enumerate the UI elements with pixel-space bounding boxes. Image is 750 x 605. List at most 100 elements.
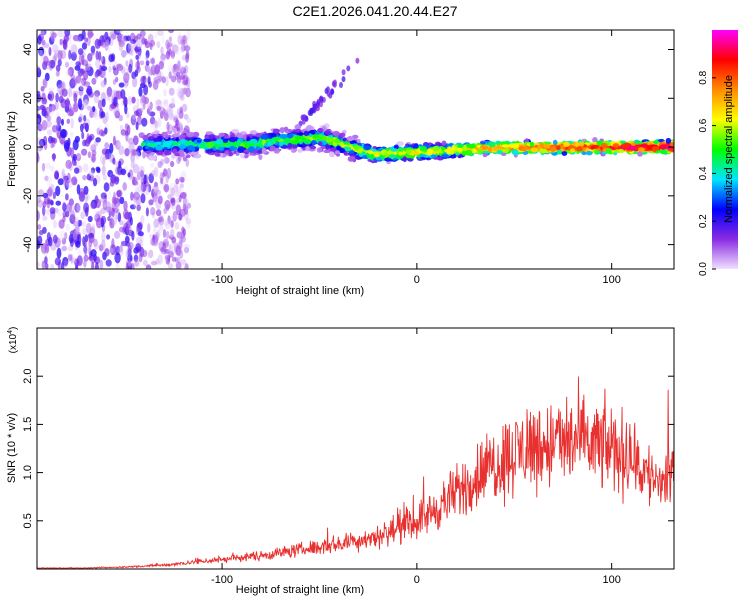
heatmap-cell bbox=[46, 208, 50, 216]
heatmap-cell bbox=[157, 141, 162, 145]
heatmap-cell bbox=[106, 95, 111, 102]
heatmap-cell bbox=[164, 157, 170, 164]
heatmap-cell bbox=[163, 143, 168, 147]
heatmap-cell bbox=[84, 37, 89, 43]
heatmap-cell bbox=[83, 94, 89, 106]
heatmap-cell bbox=[157, 117, 162, 128]
snr-series-line bbox=[37, 376, 674, 569]
heatmap-cell bbox=[63, 260, 68, 267]
heatmap-cell bbox=[154, 197, 158, 206]
heatmap-cell bbox=[451, 144, 456, 151]
heatmap-cell bbox=[78, 48, 84, 56]
heatmap-cell bbox=[37, 235, 43, 246]
heatmap-cell bbox=[105, 259, 112, 267]
heatmap-cell bbox=[226, 142, 232, 147]
heatmap-cell bbox=[46, 114, 52, 122]
heatmap-cell bbox=[117, 63, 123, 70]
heatmap-cell bbox=[218, 146, 225, 151]
heatmap-cell bbox=[125, 248, 132, 259]
heatmap-cell bbox=[66, 179, 73, 189]
heatmap-cell bbox=[76, 153, 82, 162]
heatmap-cell bbox=[115, 140, 121, 150]
heatmap-cell bbox=[120, 129, 127, 136]
heatmap-cell bbox=[150, 238, 156, 246]
heatmap-cell bbox=[309, 145, 317, 150]
colorbar-tick-label: 0.6 bbox=[698, 118, 709, 132]
colorbar-ticks: 0.0 0.2 0.4 0.6 0.8 bbox=[698, 70, 716, 276]
heatmap-cell bbox=[82, 174, 87, 181]
heatmap-cell bbox=[349, 140, 357, 145]
heatmap-cell bbox=[310, 131, 316, 135]
colorbar-label: Normalized spectral amplitude bbox=[723, 75, 735, 223]
heatmap-cell bbox=[106, 86, 113, 98]
heatmap-cell bbox=[464, 149, 473, 156]
heatmap-cell bbox=[126, 35, 131, 42]
heatmap-cell bbox=[72, 220, 78, 227]
heatmap-cell bbox=[87, 151, 91, 159]
heatmap-cell bbox=[173, 132, 180, 138]
heatmap-cell bbox=[332, 130, 340, 137]
heatmap-cell bbox=[380, 149, 387, 156]
spectrogram-frame bbox=[36, 29, 675, 270]
heatmap-cell bbox=[139, 82, 146, 89]
heatmap-cell bbox=[139, 60, 145, 66]
heatmap-cell bbox=[147, 147, 154, 151]
heatmap-cell bbox=[74, 217, 80, 227]
heatmap-cell bbox=[61, 118, 64, 126]
heatmap-cell bbox=[169, 186, 172, 197]
heatmap-cell bbox=[543, 143, 549, 149]
heatmap-cell bbox=[87, 66, 94, 77]
heatmap-cell bbox=[51, 32, 57, 38]
heatmap-cell bbox=[84, 196, 89, 203]
heatmap-cell bbox=[83, 185, 89, 195]
heatmap-cell bbox=[261, 147, 267, 154]
heatmap-cell bbox=[48, 87, 54, 95]
heatmap-cell bbox=[172, 127, 177, 134]
heatmap-cell bbox=[430, 154, 437, 158]
heatmap-cell bbox=[183, 243, 189, 254]
heatmap-cell bbox=[109, 244, 117, 256]
heatmap-cell bbox=[659, 149, 668, 155]
heatmap-cell bbox=[107, 189, 112, 201]
heatmap-cell bbox=[50, 142, 54, 149]
heatmap-cell bbox=[60, 128, 67, 139]
heatmap-cell bbox=[184, 247, 189, 254]
heatmap-cell bbox=[124, 104, 128, 115]
heatmap-cell bbox=[102, 157, 106, 166]
heatmap-cell bbox=[142, 259, 148, 267]
heatmap-cell bbox=[388, 154, 397, 159]
heatmap-cell bbox=[37, 117, 40, 124]
heatmap-cell bbox=[129, 204, 136, 210]
heatmap-cell bbox=[130, 49, 134, 56]
snr-y-axis-label: SNR (10 * v/v) bbox=[6, 413, 18, 483]
heatmap-cell bbox=[398, 147, 403, 152]
heatmap-cell bbox=[294, 124, 302, 130]
heatmap-cell bbox=[39, 140, 44, 150]
heatmap-cell bbox=[325, 137, 333, 143]
heatmap-cell bbox=[323, 149, 331, 154]
heatmap-cell bbox=[319, 95, 324, 102]
heatmap-cell bbox=[127, 265, 132, 269]
heatmap-cell bbox=[287, 133, 294, 139]
heatmap-cell bbox=[175, 186, 181, 197]
heatmap-cell bbox=[83, 99, 89, 110]
heatmap-cell bbox=[58, 95, 64, 103]
snr-ticks: -100 0 100 0.5 1.0 1.5 2.0 bbox=[22, 328, 674, 586]
heatmap-cell bbox=[170, 187, 175, 197]
heatmap-cell bbox=[181, 103, 188, 112]
heatmap-cell bbox=[93, 93, 100, 104]
colorbar-tick-label: 0.8 bbox=[698, 70, 709, 84]
heatmap-cell bbox=[81, 100, 86, 109]
heatmap-cell bbox=[125, 60, 129, 67]
heatmap-cell bbox=[306, 124, 313, 130]
heatmap-cell bbox=[168, 87, 175, 96]
heatmap-cell bbox=[180, 65, 185, 72]
heatmap-cell bbox=[168, 71, 172, 79]
heatmap-cell bbox=[329, 151, 335, 158]
heatmap-cell bbox=[142, 150, 146, 159]
heatmap-cell bbox=[170, 160, 175, 168]
heatmap-cell bbox=[284, 138, 291, 144]
heatmap-cell bbox=[156, 151, 164, 156]
heatmap-cell bbox=[127, 259, 132, 269]
